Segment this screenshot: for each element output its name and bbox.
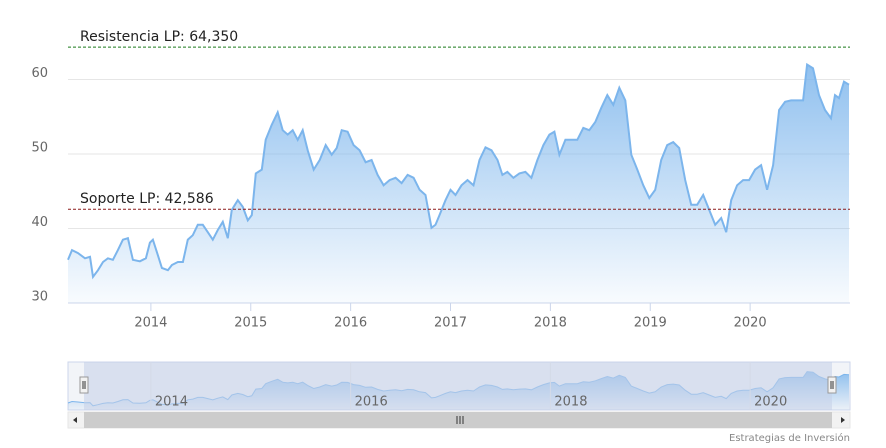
navigator-tick-label: 2014	[155, 395, 188, 410]
navigator-handle[interactable]	[827, 376, 837, 394]
y-tick-label: 50	[31, 141, 48, 156]
navigator-handle[interactable]	[79, 376, 89, 394]
navigator-tick-label: 2016	[355, 395, 388, 410]
credits: Estrategias de Inversión	[729, 432, 850, 444]
navigator-handle-grip	[82, 381, 86, 389]
scrollbar-thumb[interactable]	[84, 412, 832, 428]
x-tick-label: 2016	[334, 316, 367, 331]
y-tick-label: 60	[31, 66, 48, 81]
navigator-handle-grip	[830, 381, 834, 389]
x-tick-label: 2014	[134, 316, 167, 331]
annotation-label: Resistencia LP: 64,350	[80, 29, 238, 45]
navigator-tick-label: 2018	[554, 395, 587, 410]
x-tick-label: 2017	[434, 316, 467, 331]
scrollbar-grip	[456, 416, 464, 424]
y-tick-label: 40	[31, 215, 48, 230]
navigator-tick-label: 2020	[754, 395, 787, 410]
x-tick-label: 2019	[634, 316, 667, 331]
scroll-left[interactable]	[73, 417, 77, 423]
navigator-mask	[84, 362, 832, 410]
x-tick-label: 2018	[534, 316, 567, 331]
line	[67, 62, 850, 280]
x-tick-label: 2020	[734, 316, 767, 331]
y-tick-label: 30	[31, 290, 48, 305]
scroll-right[interactable]	[841, 417, 845, 423]
area	[68, 64, 849, 303]
annotation-label: Soporte LP: 42,586	[80, 191, 214, 207]
x-tick-label: 2015	[234, 316, 267, 331]
